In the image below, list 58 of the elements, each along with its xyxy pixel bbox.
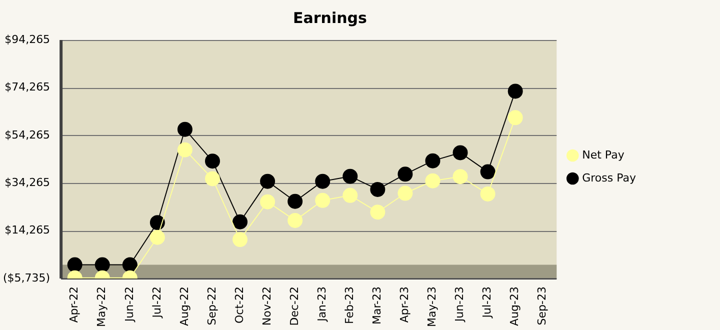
point: [508, 84, 523, 99]
point: [452, 169, 468, 184]
x-tick-label: Jul-22: [150, 286, 164, 319]
x-tick-label: Jun-23: [453, 286, 466, 323]
y-tick-label: $74,265: [4, 80, 50, 94]
point: [425, 153, 440, 168]
x-tick-label: Oct-22: [232, 286, 246, 324]
y-tick-label: $94,265: [4, 32, 50, 46]
chart-title: Earnings: [293, 8, 368, 27]
point: [260, 194, 276, 210]
point: [342, 168, 358, 184]
point: [425, 173, 440, 188]
x-tick-label: Jan-23: [315, 286, 328, 322]
point: [398, 186, 413, 201]
y-tick-label: ($5,735): [2, 271, 50, 284]
point: [260, 174, 276, 189]
x-tick-label: Aug-23: [508, 286, 522, 326]
x-tick-label: Mar-23: [370, 286, 384, 325]
point: [150, 230, 165, 245]
x-tick-label: Sep-22: [205, 286, 218, 326]
x-tick-label: Feb-23: [343, 286, 356, 324]
point: [288, 212, 303, 228]
point: [370, 182, 386, 197]
x-tick-label: May-22: [95, 286, 108, 327]
y-tick-label: $34,265: [4, 176, 50, 189]
point: [204, 171, 220, 186]
point: [452, 145, 468, 160]
point: [480, 164, 496, 180]
point: [204, 154, 220, 169]
x-tick-label: May-23: [426, 286, 439, 327]
x-tick-label: Apr-23: [398, 286, 412, 323]
point: [342, 188, 358, 203]
point: [150, 215, 165, 230]
x-tick-label: Apr-22: [68, 286, 81, 323]
point: [67, 257, 82, 272]
x-tick-label: Sep-23: [536, 286, 549, 326]
y-tick-label: $14,265: [4, 224, 50, 237]
y-tick-label: $54,265: [4, 128, 50, 142]
x-tick-label: Aug-22: [178, 286, 191, 326]
point: [122, 257, 138, 272]
point: [315, 192, 330, 208]
point: [480, 186, 496, 202]
point: [508, 110, 523, 126]
point: [288, 194, 303, 209]
point: [232, 214, 248, 230]
point: [232, 232, 248, 248]
point: [177, 122, 192, 137]
x-tick-label: Nov-22: [260, 286, 274, 326]
x-tick-label: Dec-22: [288, 286, 301, 326]
x-tick-label: Jun-22: [122, 286, 136, 323]
legend-label: Gross Pay: [582, 171, 650, 184]
point: [370, 204, 386, 220]
legend-label: Net Pay: [582, 148, 638, 162]
point: [177, 142, 192, 158]
point: [315, 174, 330, 189]
point: [94, 257, 110, 272]
point: [398, 166, 413, 182]
x-tick-label: Jul-23: [480, 286, 494, 319]
